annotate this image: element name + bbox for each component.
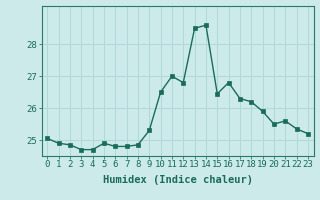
X-axis label: Humidex (Indice chaleur): Humidex (Indice chaleur)	[103, 175, 252, 185]
